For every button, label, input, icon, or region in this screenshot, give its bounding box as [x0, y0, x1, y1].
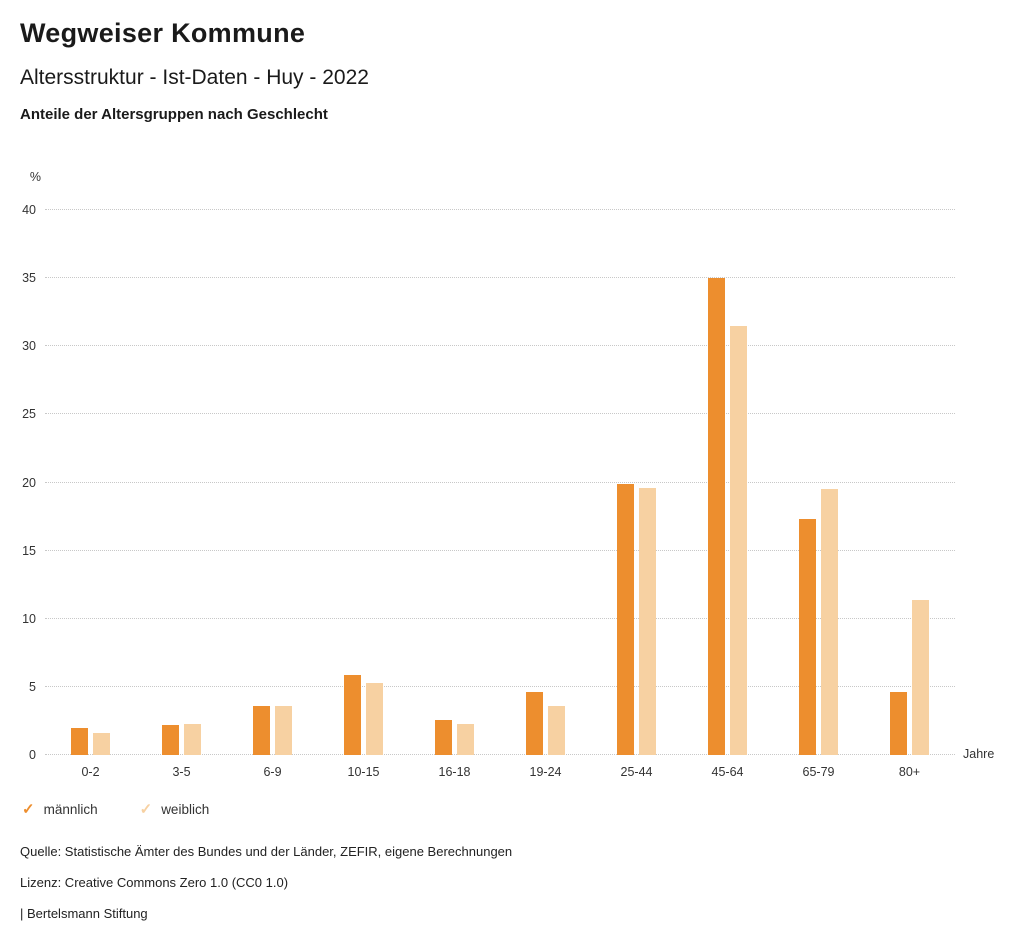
x-tick-label-0-2: 0-2	[81, 765, 100, 779]
legend-item-maennlich[interactable]: ✓ männlich	[22, 802, 98, 817]
gridline-20: 20	[22, 476, 955, 490]
bar-maennlich-25-44[interactable]	[617, 483, 634, 755]
bar-weiblich-0-2[interactable]	[93, 733, 110, 755]
y-tick-label-25: 25	[22, 407, 36, 422]
chart-legend: ✓ männlich ✓ weiblich	[22, 802, 209, 817]
bar-weiblich-45-64[interactable]	[730, 325, 747, 755]
y-tick-label-20: 20	[22, 475, 36, 490]
bar-maennlich-16-18[interactable]	[435, 719, 452, 755]
gridline-40: 40	[22, 203, 955, 217]
chart-subtitle: Altersstruktur - Ist-Daten - Huy - 2022	[20, 66, 369, 89]
source-note: Quelle: Statistische Ämter des Bundes un…	[20, 844, 513, 859]
bar-weiblich-19-24[interactable]	[548, 705, 565, 755]
bar-weiblich-65-79[interactable]	[821, 489, 838, 755]
x-axis-unit-label: Jahre	[963, 747, 995, 761]
bar-maennlich-65-79[interactable]	[799, 519, 816, 755]
x-tick-label-16-18: 16-18	[438, 765, 471, 779]
y-axis-unit-label: %	[29, 170, 41, 184]
gridline-25: 25	[22, 407, 955, 421]
check-icon: ✓	[139, 801, 153, 818]
x-tick-label-6-9: 6-9	[263, 765, 282, 779]
x-tick-label-25-44: 25-44	[620, 765, 653, 779]
bar-maennlich-6-9[interactable]	[253, 705, 270, 755]
bar-weiblich-16-18[interactable]	[457, 723, 474, 755]
bar-group-45-64: 45-64	[708, 210, 747, 779]
bar-groups: 0-2 3-5 6-9 10-15 16-18 19-24 25-44 45-64 65-79 8…	[45, 210, 955, 779]
x-tick-label-3-5: 3-5	[172, 765, 191, 779]
bar-weiblich-6-9[interactable]	[275, 705, 292, 755]
bar-maennlich-3-5[interactable]	[162, 725, 179, 755]
chart-heading: Anteile der Altersgruppen nach Geschlech…	[20, 106, 328, 123]
x-tick-label-80: 80+	[898, 765, 921, 779]
legend-label: männlich	[43, 802, 98, 817]
bar-group-65-79: 65-79	[799, 210, 838, 779]
bar-weiblich-3-5[interactable]	[184, 723, 201, 755]
y-tick-label-35: 35	[22, 271, 36, 286]
y-tick-label-15: 15	[22, 543, 36, 558]
gridline-10: 10	[22, 612, 955, 626]
legend-label: weiblich	[161, 802, 210, 817]
gridline-35: 35	[22, 271, 955, 285]
gridline-5: 5	[29, 680, 955, 694]
y-tick-label-10: 10	[22, 611, 36, 626]
x-tick-label-45-64: 45-64	[711, 765, 744, 779]
plot-area: % Jahre 0 5 10 15 20 25 30 35 40 0-2 3-5 6-9 10-15 16…	[22, 170, 994, 779]
x-tick-label-65-79: 65-79	[802, 765, 835, 779]
legend-item-weiblich[interactable]: ✓ weiblich	[140, 802, 210, 817]
y-tick-label-40: 40	[22, 203, 36, 217]
bar-group-80: 80+	[890, 210, 929, 779]
bar-maennlich-80[interactable]	[890, 692, 907, 755]
bar-group-3-5: 3-5	[162, 210, 201, 779]
gridline-15: 15	[22, 544, 955, 558]
y-tick-label-30: 30	[22, 339, 36, 354]
bar-group-16-18: 16-18	[435, 210, 474, 779]
x-tick-label-19-24: 19-24	[529, 765, 562, 779]
bar-weiblich-25-44[interactable]	[639, 487, 656, 755]
bar-maennlich-19-24[interactable]	[526, 692, 543, 755]
bar-group-6-9: 6-9	[253, 210, 292, 779]
bar-group-10-15: 10-15	[344, 210, 383, 779]
bar-weiblich-80[interactable]	[912, 599, 929, 755]
bar-group-0-2: 0-2	[71, 210, 110, 779]
x-tick-label-10-15: 10-15	[347, 765, 380, 779]
bar-maennlich-0-2[interactable]	[71, 727, 88, 755]
y-tick-label-0: 0	[29, 748, 36, 762]
bar-group-19-24: 19-24	[526, 210, 565, 779]
license-note: Lizenz: Creative Commons Zero 1.0 (CC0 1…	[20, 875, 289, 890]
bar-weiblich-10-15[interactable]	[366, 682, 383, 755]
bar-group-25-44: 25-44	[617, 210, 656, 779]
bar-maennlich-10-15[interactable]	[344, 674, 361, 755]
gridline-30: 30	[22, 339, 955, 353]
bar-maennlich-45-64[interactable]	[708, 278, 725, 755]
check-icon: ✓	[22, 801, 35, 818]
y-tick-label-5: 5	[29, 679, 36, 694]
gridline-0: 0	[29, 748, 955, 762]
attribution-note: | Bertelsmann Stiftung	[20, 906, 148, 921]
page-title: Wegweiser Kommune	[20, 18, 306, 48]
